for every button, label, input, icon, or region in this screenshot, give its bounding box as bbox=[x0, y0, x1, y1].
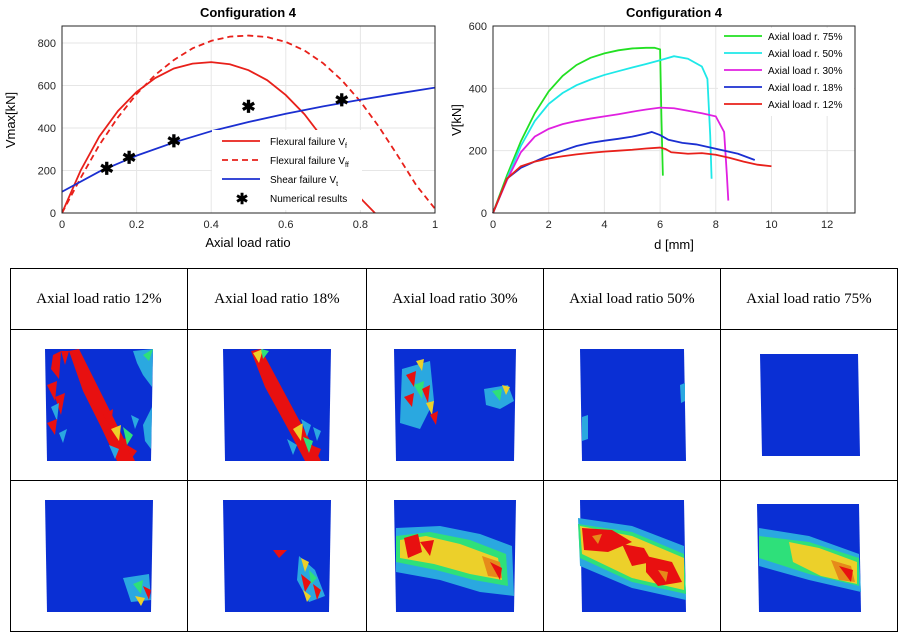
column-header: Axial load ratio 12% bbox=[10, 268, 188, 330]
x-tick-label: 2 bbox=[546, 219, 552, 231]
data-point: ✱ bbox=[167, 132, 181, 151]
chart-title-right: Configuration 4 bbox=[626, 5, 723, 20]
damage-contour-18-top bbox=[223, 349, 331, 461]
legend-entry: Numerical results bbox=[270, 194, 347, 205]
y-axis-label-left: Vmax[kN] bbox=[3, 92, 18, 148]
x-tick-label: 0.4 bbox=[204, 219, 219, 231]
series-layer-right bbox=[492, 46, 772, 214]
legend-entry: Axial load r. 12% bbox=[768, 100, 843, 111]
x-tick-label: 6 bbox=[657, 219, 663, 231]
data-point: ✱ bbox=[122, 148, 136, 167]
y-tick-label: 600 bbox=[38, 81, 56, 93]
data-point: ✱ bbox=[100, 159, 114, 178]
contour-cell bbox=[366, 480, 544, 632]
plot-frame-left bbox=[61, 25, 436, 214]
column-header: Axial load ratio 50% bbox=[543, 268, 721, 330]
damage-contour-50-top bbox=[580, 349, 686, 461]
x-tick-label: 0 bbox=[59, 219, 65, 231]
contour-cell bbox=[720, 480, 898, 632]
table-row bbox=[10, 329, 898, 481]
damage-contour-12-bottom bbox=[45, 500, 153, 612]
contour-cell bbox=[10, 329, 188, 481]
legend-entry: Flexural failure Vf bbox=[270, 137, 347, 150]
contour-cell bbox=[10, 480, 188, 632]
y-tick-label: 400 bbox=[469, 83, 487, 95]
legend-entry: Axial load r. 18% bbox=[768, 83, 843, 94]
table-row bbox=[10, 480, 898, 632]
y-tick-label: 200 bbox=[38, 166, 56, 178]
contour-cell bbox=[187, 329, 367, 481]
y-tick-label: 200 bbox=[469, 146, 487, 158]
legend-right: Axial load r. 75% Axial load r. 50% Axial … bbox=[718, 28, 854, 116]
series-line bbox=[492, 131, 756, 214]
data-point: ✱ bbox=[335, 91, 349, 110]
ticks-right: 0 2 4 6 8 10 12 0 200 400 600 bbox=[469, 21, 834, 231]
damage-contour-12-top bbox=[45, 349, 153, 461]
series-layer-left: ✱ ✱ ✱ ✱ ✱ bbox=[62, 34, 435, 213]
legend-marker: ✱ bbox=[236, 191, 249, 208]
legend-left: Flexural failure Vf Flexural failure Vff S… bbox=[212, 130, 362, 210]
contour-cell bbox=[187, 480, 367, 632]
y-tick-label: 600 bbox=[469, 21, 487, 33]
y-tick-label: 400 bbox=[38, 123, 56, 135]
chart-vmax-vs-axial-load: Configuration 4 ✱ ✱ ✱ ✱ ✱ 0 0.2 0.4 0.6 0.8 1 0 200… bbox=[3, 5, 438, 250]
legend-entry: Axial load r. 50% bbox=[768, 49, 843, 60]
chart-title-left: Configuration 4 bbox=[200, 5, 297, 20]
legend-box bbox=[718, 28, 854, 116]
x-axis-label-left: Axial load ratio bbox=[205, 235, 290, 250]
x-tick-label: 4 bbox=[601, 219, 607, 231]
y-axis-label-right: V[kN] bbox=[450, 104, 464, 136]
contour-cell bbox=[543, 329, 721, 481]
plot-frame-right bbox=[492, 25, 856, 214]
table-header-row: Axial load ratio 12% Axial load ratio 18… bbox=[10, 268, 898, 330]
contour-results-table: Axial load ratio 12% Axial load ratio 18… bbox=[10, 268, 898, 632]
column-header: Axial load ratio 75% bbox=[720, 268, 898, 330]
series-line bbox=[62, 34, 435, 213]
damage-contour-75-bottom bbox=[757, 504, 861, 612]
series-line bbox=[62, 86, 435, 193]
damage-contour-30-bottom bbox=[394, 500, 516, 612]
chart-v-vs-d: Configuration 4 0 2 4 6 8 10 12 0 200 400 600 V[kN… bbox=[450, 5, 856, 252]
series-line bbox=[492, 46, 664, 214]
contour-cell bbox=[366, 329, 544, 481]
legend-box bbox=[212, 130, 362, 210]
x-axis-label-right: d [mm] bbox=[654, 237, 694, 252]
x-tick-label: 0 bbox=[490, 219, 496, 231]
column-header: Axial load ratio 30% bbox=[366, 268, 544, 330]
legend-entry: Axial load r. 75% bbox=[768, 32, 843, 43]
legend-entry: Shear failure Vt bbox=[270, 175, 338, 188]
series-line bbox=[492, 146, 772, 214]
x-tick-label: 10 bbox=[765, 219, 777, 231]
damage-contour-30-top bbox=[394, 349, 516, 461]
y-tick-label: 0 bbox=[50, 208, 56, 220]
data-point: ✱ bbox=[241, 97, 255, 116]
damage-contour-75-top bbox=[760, 354, 860, 456]
legend-entry: Flexural failure Vff bbox=[270, 156, 349, 169]
x-tick-label: 12 bbox=[821, 219, 833, 231]
x-tick-label: 1 bbox=[432, 219, 438, 231]
y-tick-label: 0 bbox=[481, 208, 487, 220]
legend-entry: Axial load r. 30% bbox=[768, 66, 843, 77]
ticks-left: 0 0.2 0.4 0.6 0.8 1 0 200 400 600 800 bbox=[38, 38, 438, 231]
series-line bbox=[492, 55, 713, 214]
damage-contour-18-bottom bbox=[223, 500, 331, 612]
y-tick-label: 800 bbox=[38, 38, 56, 50]
x-tick-label: 0.6 bbox=[278, 219, 293, 231]
contour-cell bbox=[543, 480, 721, 632]
series-line bbox=[492, 106, 730, 214]
damage-contour-50-bottom bbox=[578, 500, 686, 612]
x-tick-label: 8 bbox=[713, 219, 719, 231]
x-tick-label: 0.8 bbox=[353, 219, 368, 231]
contour-cell bbox=[720, 329, 898, 481]
column-header: Axial load ratio 18% bbox=[187, 268, 367, 330]
x-tick-label: 0.2 bbox=[129, 219, 144, 231]
